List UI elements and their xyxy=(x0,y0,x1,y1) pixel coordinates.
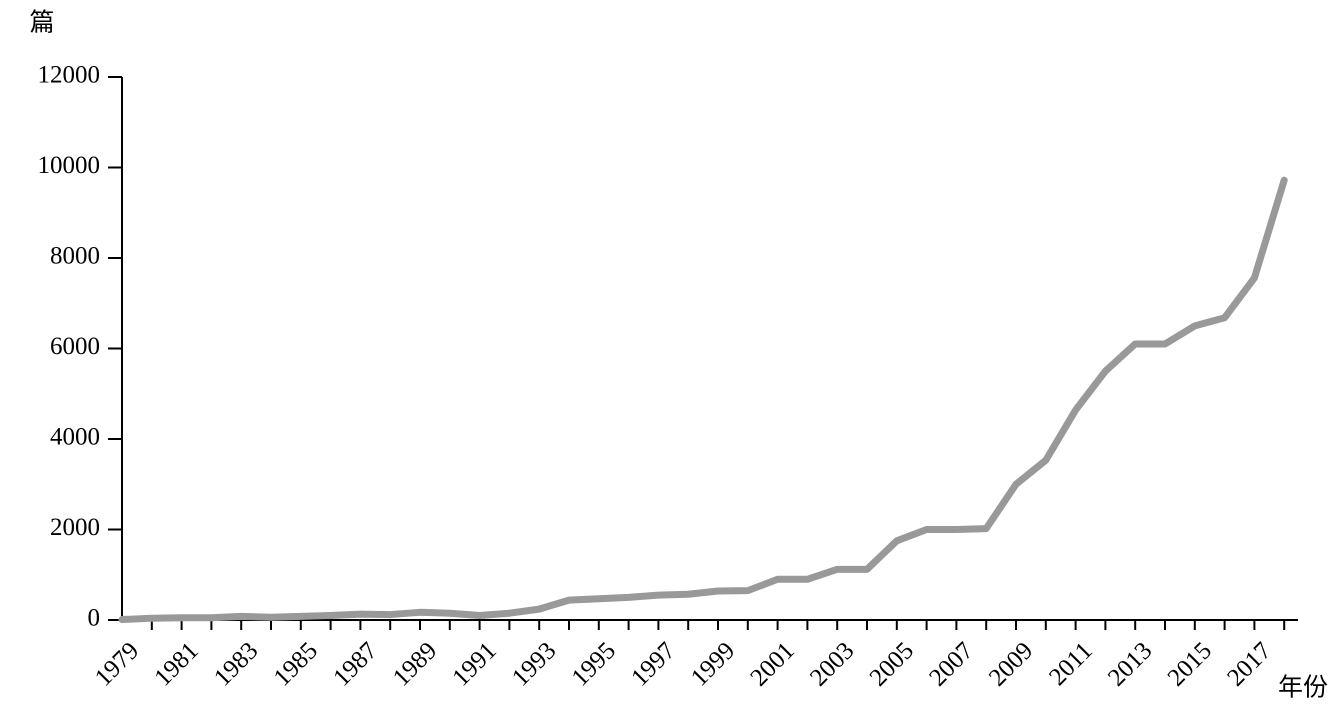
x-tick-label: 2007 xyxy=(924,637,978,691)
y-tick-label: 12000 xyxy=(38,62,101,89)
x-tick-label: 1983 xyxy=(209,637,263,691)
line-series xyxy=(118,176,1288,624)
x-axis-label: 年份 xyxy=(1278,674,1328,702)
x-tick-label: 1995 xyxy=(567,637,621,691)
x-tick-label: 2001 xyxy=(745,637,799,691)
x-tick-label: 1991 xyxy=(447,637,501,691)
x-tick-label: 2009 xyxy=(984,637,1038,691)
y-axis-label: 篇 xyxy=(29,9,54,37)
x-tick-label: 1981 xyxy=(149,637,203,691)
x-tick-label: 1987 xyxy=(328,637,382,691)
y-tick-label: 2000 xyxy=(50,514,100,541)
x-tick-label: 2011 xyxy=(1044,637,1098,691)
y-tick-label: 8000 xyxy=(50,243,100,270)
y-tick-label: 10000 xyxy=(38,152,101,179)
x-tick-label: 2017 xyxy=(1222,637,1276,691)
x-tick-label: 2003 xyxy=(805,637,859,691)
x-tick-label: 2013 xyxy=(1103,637,1157,691)
x-tick-label: 1979 xyxy=(90,637,144,691)
x-tick-label: 1989 xyxy=(388,637,442,691)
x-tick-label: 1997 xyxy=(626,637,680,691)
x-tick-label: 2015 xyxy=(1163,637,1217,691)
y-tick-label: 6000 xyxy=(50,333,100,360)
y-tick-label: 0 xyxy=(88,605,101,632)
x-tick-label: 1993 xyxy=(507,637,561,691)
x-tick-label: 1985 xyxy=(269,637,323,691)
x-tick-label: 2005 xyxy=(865,637,919,691)
x-tick-label: 1999 xyxy=(686,637,740,691)
y-tick-label: 4000 xyxy=(50,424,100,451)
